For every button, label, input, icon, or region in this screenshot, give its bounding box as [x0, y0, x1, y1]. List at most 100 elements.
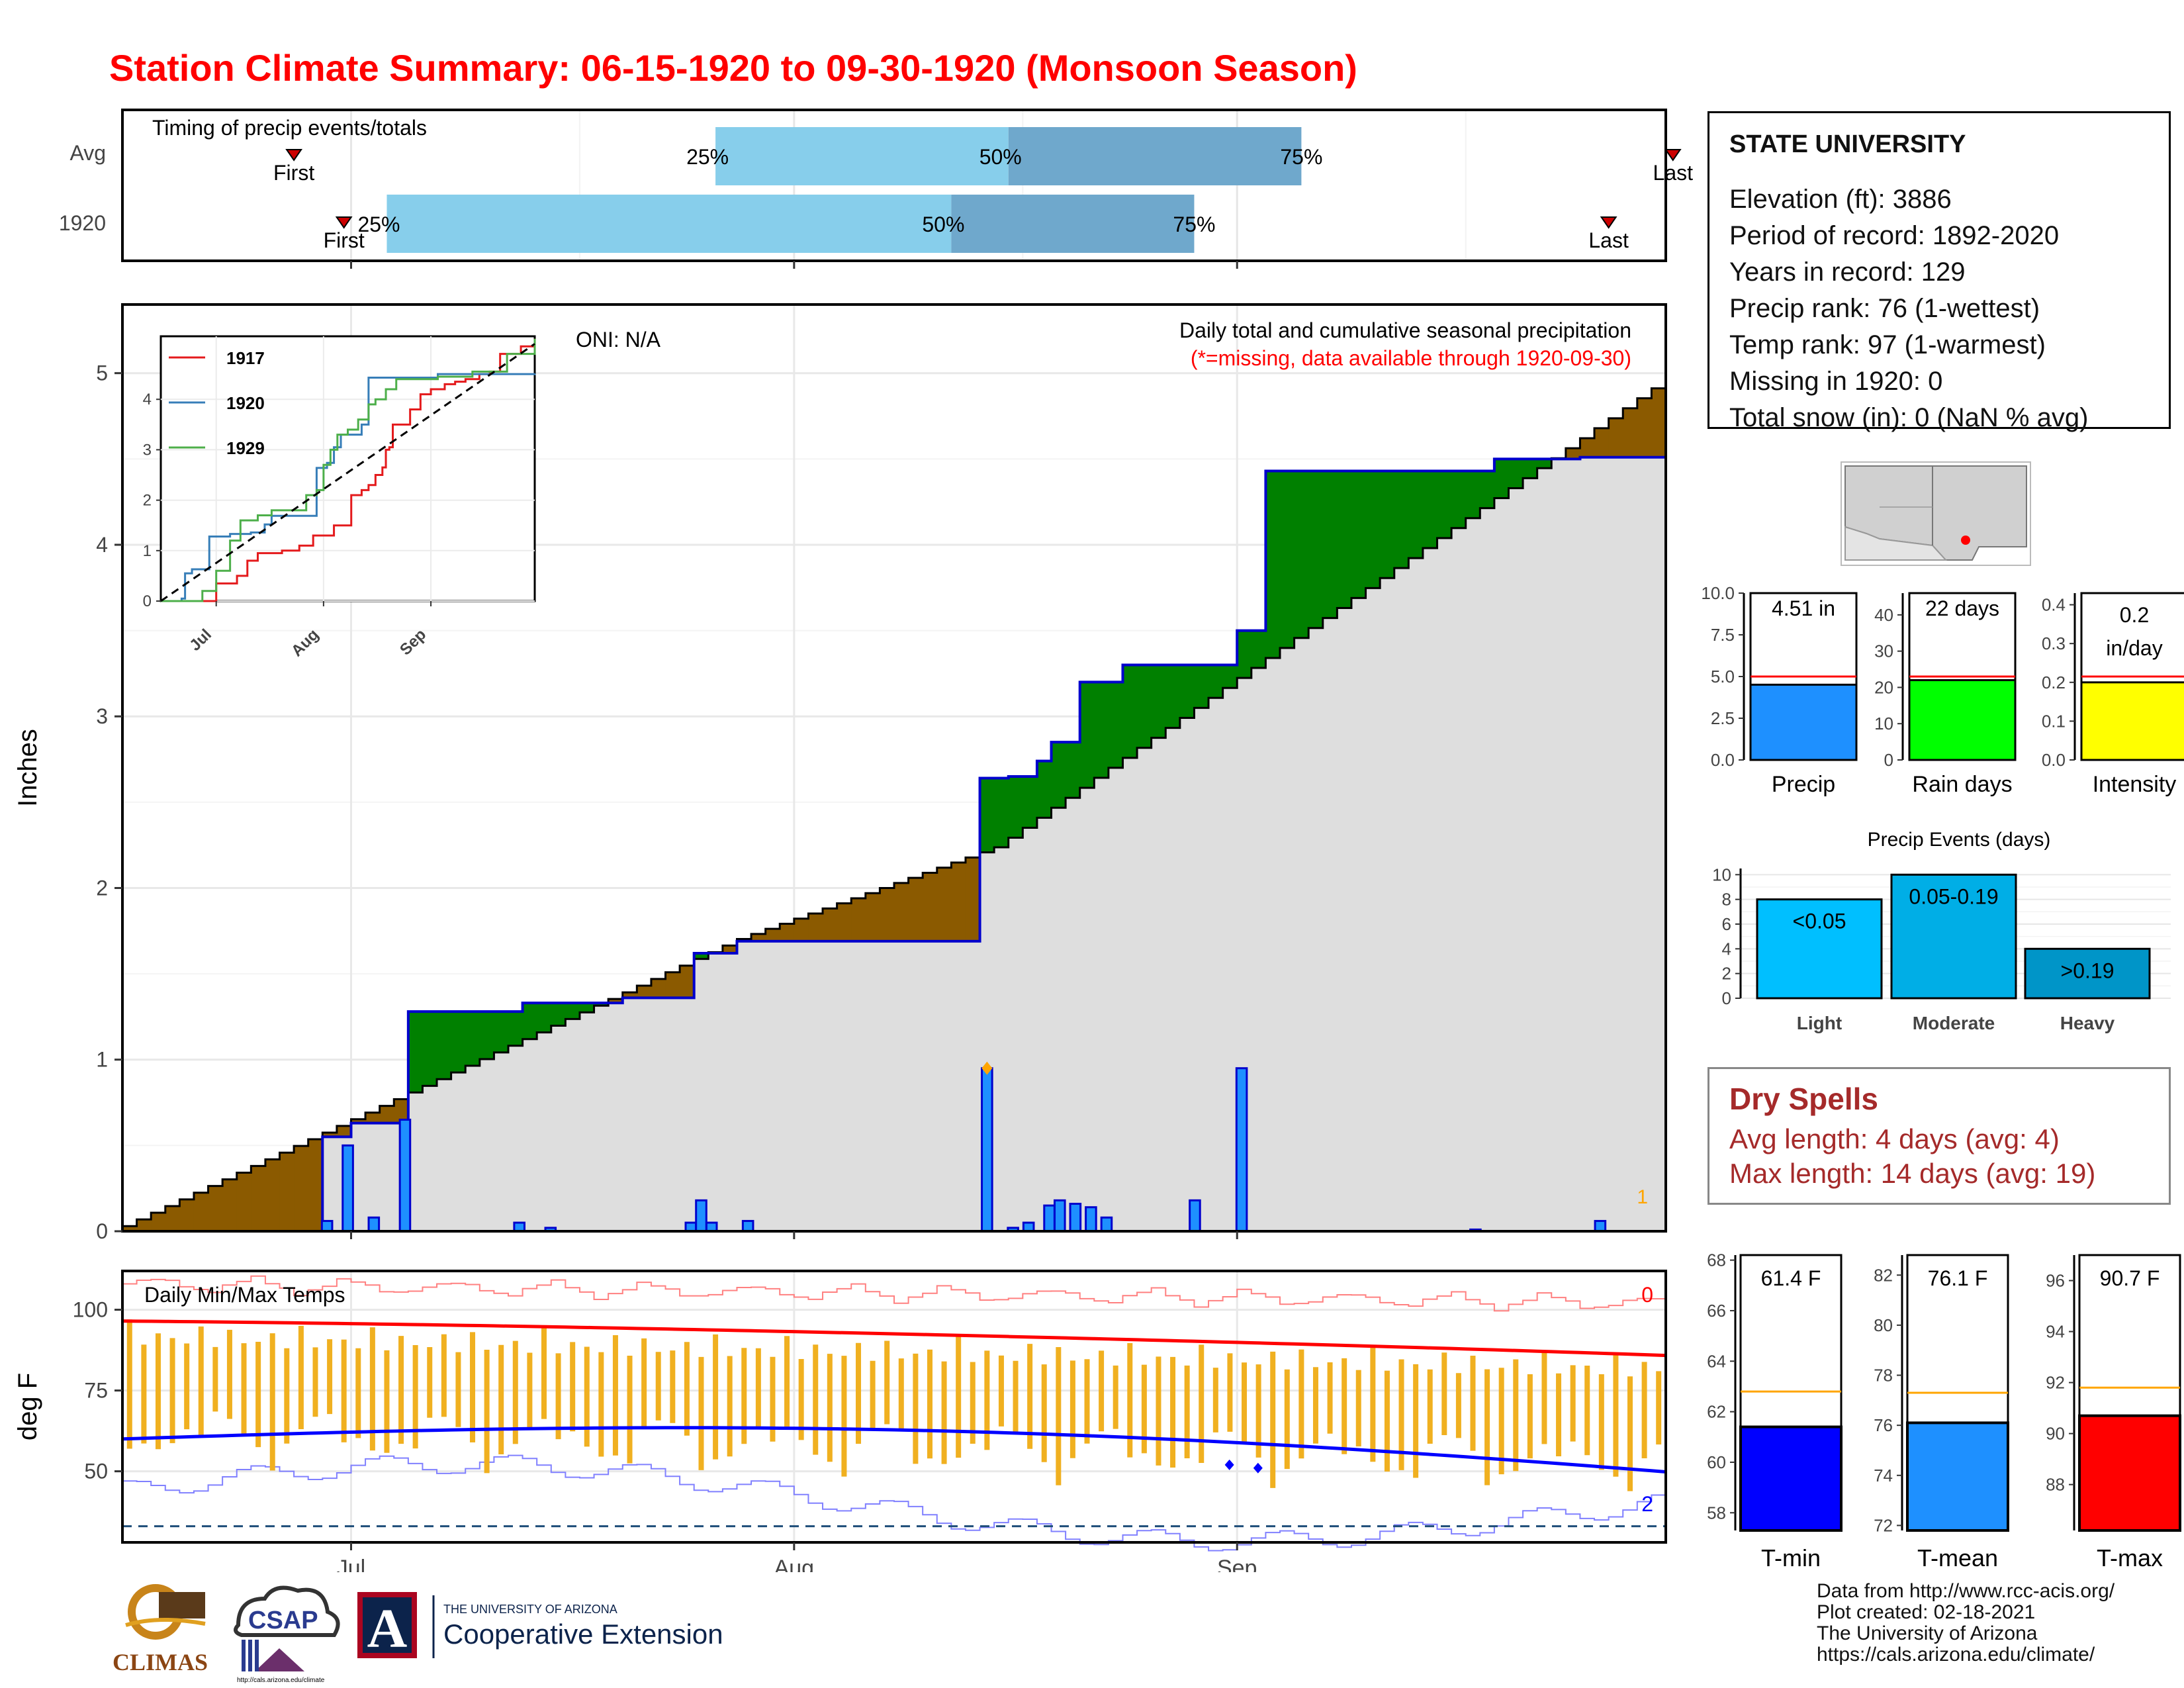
mini-tick-label: 10 — [1874, 714, 1893, 733]
events-tick-label: 0 — [1722, 988, 1731, 1008]
temp-chart: 50 75 100 Jul Aug Sep Daily Min/Max Temps de… — [13, 1270, 1667, 1572]
mini-tick-label: 30 — [1874, 641, 1893, 661]
page-title: Station Climate Summary: 06-15-1920 to 0… — [109, 47, 1357, 89]
station-years: Years in record: 129 — [1729, 258, 1966, 287]
tbar-tick-label: 82 — [1874, 1265, 1893, 1285]
mini-bar-sublabel: in/day — [2106, 636, 2162, 660]
credit-plot-created: Plot created: 02-18-2021 — [1817, 1601, 2036, 1623]
tbar-category: T-min — [1761, 1544, 1821, 1571]
dry-spells-title: Dry Spells — [1729, 1082, 1878, 1116]
tbar-value-label: 90.7 F — [2100, 1266, 2160, 1290]
station-elevation: Elevation (ft): 3886 — [1729, 185, 1952, 214]
mini-tick-label: 0.0 — [1711, 750, 1735, 770]
temp-ytick-label: 75 — [84, 1379, 108, 1403]
tbar-category: T-mean — [1917, 1544, 1998, 1571]
mini-bar — [1908, 679, 2017, 761]
missing-note: (*=missing, data available through 1920-… — [1191, 346, 1631, 370]
main-ytick-label: 0 — [96, 1219, 108, 1243]
inset-ytick-label: 2 — [143, 492, 152, 510]
timing-label: Timing of precip events/totals — [152, 116, 427, 140]
timing-last-marker — [1600, 216, 1617, 229]
events-bar-label: 0.05-0.19 — [1909, 884, 1998, 908]
mini-tick-label: 20 — [1874, 677, 1893, 697]
credit-university: The University of Arizona — [1817, 1622, 2038, 1644]
inset-line-1917 — [161, 338, 536, 602]
tbar-tick-label: 62 — [1707, 1402, 1726, 1422]
timing-first-marker — [335, 216, 353, 229]
main-ytick-label: 5 — [96, 361, 108, 385]
events-tick-label: 10 — [1712, 865, 1731, 884]
temp-ytick-label: 100 — [73, 1298, 108, 1322]
inset-legend-label: 1929 — [226, 438, 265, 458]
dry-spells-box: Dry Spells Avg length: 4 days (avg: 4) M… — [1707, 1067, 2171, 1205]
events-category: Heavy — [2060, 1013, 2115, 1033]
main-y-ticks: 0 1 2 3 4 5 — [96, 361, 122, 1243]
timing-p75-label: 75% — [1280, 145, 1322, 169]
tbar-category: T-max — [2097, 1544, 2163, 1571]
csap-text: CSAP — [248, 1607, 318, 1634]
mini-bar-category: Rain days — [1912, 772, 2012, 797]
timing-first-label: First — [324, 228, 365, 252]
daily-precip-bar — [398, 1118, 412, 1233]
daily-precip-bar — [695, 1199, 707, 1233]
csap-logo: CSAP http://cals.arizona.edu/climate — [234, 1585, 340, 1684]
tbar-bar — [2078, 1414, 2181, 1532]
timing-last-label: Last — [1653, 161, 1694, 185]
locator-map — [1841, 461, 2031, 566]
daily-precip-bar — [1069, 1203, 1082, 1233]
tbar-tick-label: 78 — [1874, 1366, 1893, 1385]
coop-big-text: Cooperative Extension — [443, 1618, 723, 1650]
timing-p25-label: 25% — [686, 145, 729, 169]
logos: CLIMAS CSAP http://cals.arizona.edu/clim… — [113, 1584, 723, 1684]
temp-frame — [121, 1270, 1667, 1544]
station-info: STATE UNIVERSITY Elevation (ft): 3886 Pe… — [1707, 111, 2171, 432]
daily-precip-bar — [1100, 1216, 1113, 1233]
main-ytick-label: 2 — [96, 876, 108, 900]
inset-frame — [159, 335, 536, 602]
daily-precip-bar — [341, 1144, 354, 1233]
tbar-tick-label: 92 — [2046, 1373, 2065, 1393]
events-tick-label: 6 — [1722, 914, 1731, 934]
timing-q25-q50-bar — [387, 195, 952, 253]
tbar-tick-label: 66 — [1707, 1301, 1726, 1321]
summary-bars: 0.0 2.5 5.0 7.5 10.0 4.51 in Precip 0 10 20 30 40 22… — [1701, 583, 2184, 797]
station-snow: Total snow (in): 0 (NaN % avg) — [1729, 403, 2089, 432]
obs-cumulative-line — [122, 455, 1666, 1233]
dry-spells-max: Max length: 14 days (avg: 19) — [1729, 1158, 2096, 1189]
tbar-tick-label: 80 — [1874, 1315, 1893, 1335]
oni-label: ONI: N/A — [576, 328, 661, 352]
daily-precip-bar — [741, 1219, 754, 1233]
temp-summary-bars: 58 60 62 64 66 68 61.4 F T-min 72 74 76 78 80 82 76.1 … — [1707, 1250, 2181, 1571]
timing-p25-label: 25% — [357, 212, 400, 236]
inset-legend-label: 1917 — [226, 348, 265, 368]
precip-chart: 0 1 2 3 4 5 Inches ONI: N/A Daily total and c… — [13, 303, 1667, 1243]
mini-bar — [1749, 683, 1858, 761]
dry-spells-avg: Avg length: 4 days (avg: 4) — [1729, 1123, 2060, 1154]
tbar-tick-label: 64 — [1707, 1351, 1726, 1371]
tbar-value-label: 61.4 F — [1761, 1266, 1821, 1290]
events-bar-label: <0.05 — [1793, 910, 1846, 933]
main-areas — [122, 387, 1666, 1233]
corner-count: 1 — [1637, 1186, 1648, 1208]
inset-avg-line — [160, 343, 535, 602]
credit-data-source: Data from http://www.rcc-acis.org/ — [1817, 1580, 2115, 1602]
mini-bar-category: Intensity — [2093, 772, 2177, 797]
tbar-tick-label: 88 — [2046, 1475, 2065, 1495]
main-description: Daily total and cumulative seasonal prec… — [1179, 318, 1631, 342]
coop-small-text: THE UNIVERSITY OF ARIZONA — [443, 1603, 617, 1616]
timing-p50-label: 50% — [979, 145, 1022, 169]
daily-precip-bar — [367, 1216, 381, 1233]
station-period: Period of record: 1892-2020 — [1729, 221, 2060, 250]
temp-grid — [122, 1271, 1666, 1542]
temp-count-bottom: 2 — [1641, 1492, 1653, 1516]
mini-tick-label: 10.0 — [1701, 583, 1735, 603]
mini-tick-label: 0.1 — [2042, 711, 2066, 731]
mini-tick-label: 0.3 — [2042, 633, 2066, 653]
ua-letter: A — [367, 1598, 408, 1660]
events-category: Light — [1797, 1013, 1842, 1033]
mini-tick-label: 2.5 — [1711, 708, 1735, 728]
tbar-tick-label: 74 — [1874, 1466, 1893, 1485]
timing-row-avg-label: Avg — [69, 141, 106, 165]
mini-bar-value: 22 days — [1925, 596, 1999, 620]
